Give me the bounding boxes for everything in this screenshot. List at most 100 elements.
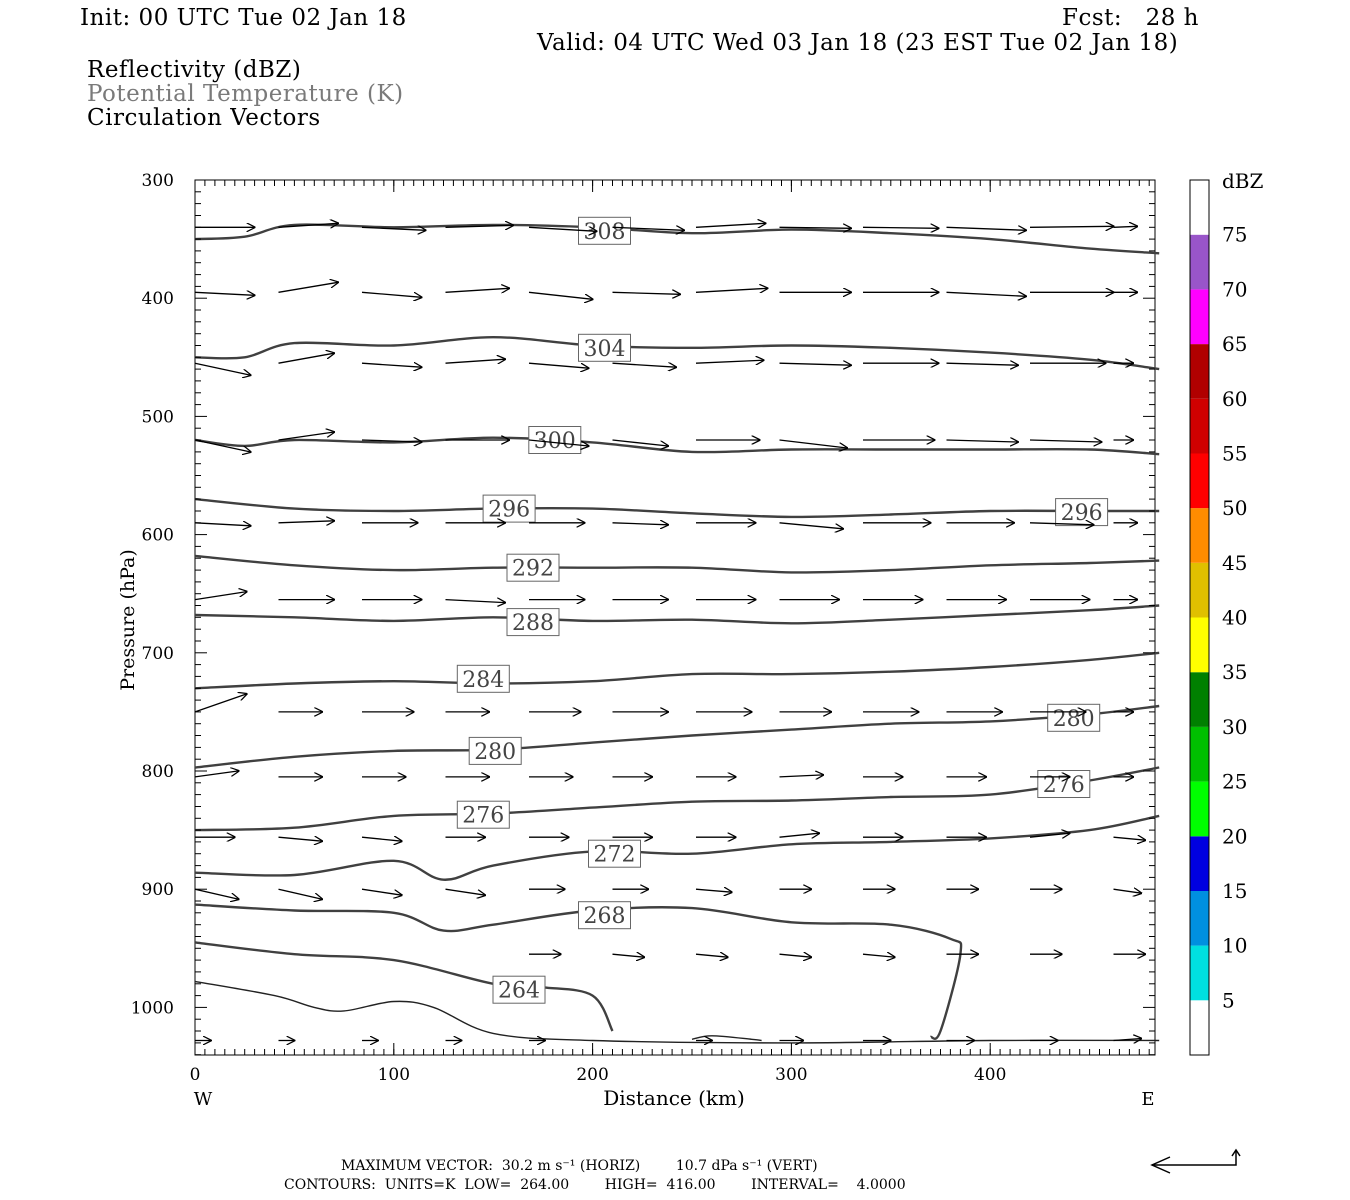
init-time: Init: 00 UTC Tue 02 Jan 18: [80, 5, 407, 31]
circulation-vector: [278, 521, 335, 523]
circulation-vector: [1113, 226, 1138, 227]
contour-label-box: [588, 839, 641, 868]
circulation-vector: [278, 837, 323, 841]
circulation-vector: [194, 362, 251, 375]
contour-label-304: 304: [584, 337, 626, 362]
circulation-vector: [278, 888, 323, 899]
forecast-hour: Fcst: 28 h: [1062, 5, 1199, 31]
circulation-vector: [194, 292, 255, 295]
colorbar-segment: [1190, 234, 1209, 290]
circulation-vector: [278, 282, 339, 293]
circulation-vector: [528, 439, 589, 446]
circulation-vector: [528, 227, 597, 231]
theta-contour-300: [194, 436, 1160, 456]
contour-label-box: [1047, 703, 1101, 732]
valid-time: Valid: 04 UTC Wed 03 Jan 18 (23 EST Tue …: [537, 30, 1179, 56]
y-tick-label: 500: [142, 407, 174, 427]
circulation-vector: [695, 954, 728, 957]
circulation-vector: [194, 888, 239, 899]
circulation-vector: [946, 292, 1027, 296]
circulation-vector: [862, 227, 939, 228]
contour-label-268: 268: [584, 904, 626, 929]
circulation-vector: [445, 225, 514, 227]
contour-label-box: [578, 333, 631, 362]
colorbar-segment: [1190, 890, 1209, 946]
circulation-vector: [445, 359, 506, 363]
theta-contour-292: [194, 554, 1160, 574]
circulation-vector: [695, 223, 766, 227]
contour-label-272: 272: [594, 843, 636, 868]
axes-layer: 0 100 200 300 400 300 400 500 600 700 800 900 1000: [131, 171, 1155, 1085]
colorbar-level-label: 20: [1222, 824, 1247, 848]
circulation-vector: [612, 227, 685, 230]
colorbar-segment: [1190, 289, 1209, 345]
y-axis-label: Pressure (hPa): [117, 549, 139, 691]
theta-contour-276: [194, 766, 1160, 832]
colorbar-segment: [1190, 617, 1209, 673]
y-tick-label: 1000: [131, 998, 174, 1018]
colorbar-level-label: 5: [1222, 988, 1235, 1012]
colorbar-title: dBZ: [1222, 169, 1264, 193]
x-axis-label: Distance (km): [603, 1086, 745, 1110]
contour-label-box: [468, 736, 522, 765]
circulation-vector: [779, 522, 844, 529]
circulation-vector: [779, 954, 812, 957]
theta-contour-284: [194, 651, 1160, 690]
theta-contour-line-13: [691, 1035, 762, 1042]
circulation-vector: [361, 227, 426, 230]
circulation-vector: [528, 362, 589, 368]
circulation-vector: [779, 775, 824, 777]
circulation-vector: [278, 223, 339, 227]
theta-contour-296: [194, 497, 1160, 519]
contour-label-box: [506, 553, 560, 582]
contour-label-box: [578, 901, 631, 930]
contour-label-box: [1037, 770, 1091, 798]
reference-vector-icon: [1150, 1148, 1241, 1174]
circulation-vector: [779, 439, 848, 448]
circulation-vector: [1029, 226, 1114, 227]
circulation-vector: [946, 440, 1019, 442]
contour-label-box: [528, 426, 582, 454]
contour-label-box: [482, 494, 536, 523]
field-potential-temperature: Potential Temperature (K): [87, 81, 404, 107]
y-tick-label: 400: [142, 289, 174, 309]
vector-layer: [194, 223, 1145, 1040]
x-axis-east-label: E: [1141, 1089, 1154, 1110]
circulation-vector: [862, 954, 895, 957]
y-tick-label: 300: [142, 171, 174, 191]
circulation-vector: [278, 353, 335, 364]
circulation-vector: [946, 363, 1019, 365]
contour-label-284: 284: [462, 668, 504, 693]
colorbar-level-label: 60: [1222, 387, 1247, 411]
y-tick-label: 600: [142, 526, 174, 546]
circulation-vector: [779, 833, 820, 837]
colorbar-level-label: 35: [1222, 660, 1247, 684]
circulation-vector: [528, 291, 593, 299]
theta-contour-268: [194, 903, 963, 1040]
colorbar-level-label: 55: [1222, 441, 1247, 465]
circulation-vector: [278, 432, 335, 441]
circulation-vector: [361, 363, 422, 367]
colorbar-segment: [1190, 836, 1209, 891]
footer-contours: CONTOURS: UNITS=K LOW= 264.00 HIGH= 416.…: [284, 1177, 906, 1193]
theta-contour-308: [194, 223, 1160, 255]
contour-label-308: 308: [584, 220, 626, 245]
circulation-vector: [194, 694, 247, 713]
x-tick-label: 300: [775, 1065, 807, 1085]
theta-contour-304: [194, 336, 1160, 371]
theta-contour-288: [194, 604, 1160, 625]
colorbar-segment: [1190, 781, 1209, 837]
colorbar-segment: [1190, 180, 1209, 235]
x-axis-west-label: W: [194, 1089, 213, 1110]
colorbar-level-label: 65: [1222, 332, 1247, 356]
colorbar-segment: [1190, 672, 1209, 727]
circulation-vector: [361, 291, 422, 297]
circulation-vector: [612, 292, 681, 294]
x-tick-label: 400: [974, 1065, 1006, 1085]
colorbar-segment: [1190, 508, 1209, 563]
footer-max-vector: MAXIMUM VECTOR: 30.2 m s⁻¹ (HORIZ) 10.7 …: [341, 1158, 818, 1174]
contour-label-box: [456, 800, 510, 829]
colorbar-level-label: 10: [1222, 934, 1247, 958]
